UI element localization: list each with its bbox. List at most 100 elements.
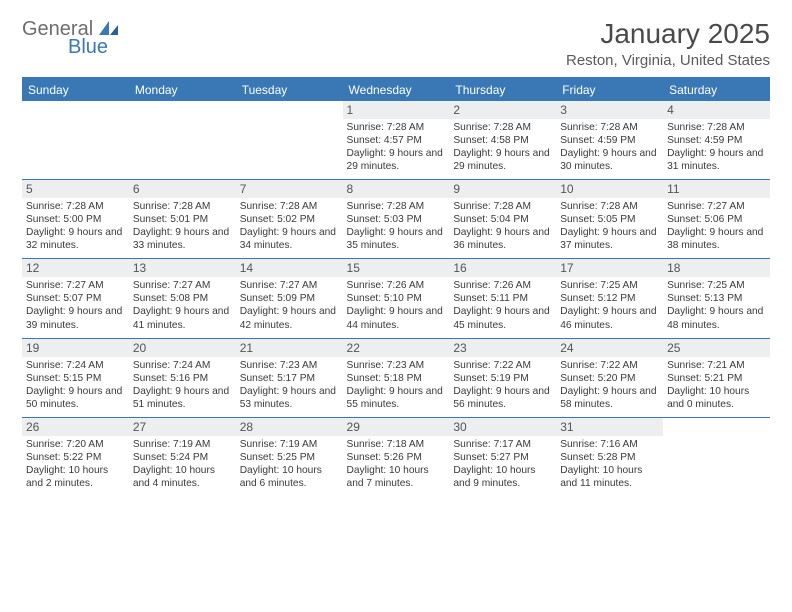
day-info: Sunrise: 7:26 AMSunset: 5:10 PMDaylight:…: [347, 279, 446, 331]
header: General Blue January 2025 Reston, Virgin…: [22, 18, 770, 69]
calendar-day-cell: 1Sunrise: 7:28 AMSunset: 4:57 PMDaylight…: [343, 101, 450, 180]
calendar-day-cell: 24 Sunrise: 7:22 AMSunset: 5:20 PMDayligh…: [556, 339, 663, 418]
calendar-week-row: 26 Sunrise: 7:20 AMSunset: 5:22 PMDayligh…: [22, 418, 770, 496]
location-subtitle: Reston, Virginia, United States: [566, 52, 770, 69]
day-number: 15: [343, 259, 450, 277]
day-info: Sunrise: 7:22 AMSunset: 5:19 PMDaylight:…: [453, 359, 552, 411]
day-number: 20: [129, 339, 236, 357]
day-number: 27: [129, 418, 236, 436]
calendar-day-cell: 29 Sunrise: 7:18 AMSunset: 5:26 PMDayligh…: [343, 418, 450, 496]
calendar-day-cell: 17Sunrise: 7:25 AMSunset: 5:12 PMDayligh…: [556, 259, 663, 338]
day-number: 4: [663, 101, 770, 119]
day-info: Sunrise: 7:27 AMSunset: 5:08 PMDaylight:…: [133, 279, 232, 331]
calendar-day-cell: 16Sunrise: 7:26 AMSunset: 5:11 PMDayligh…: [449, 259, 556, 338]
calendar-day-cell: 19 Sunrise: 7:24 AMSunset: 5:15 PMDayligh…: [22, 339, 129, 418]
month-title: January 2025: [566, 18, 770, 50]
calendar-day-cell: [129, 101, 236, 180]
day-number: 12: [22, 259, 129, 277]
day-info: Sunrise: 7:28 AMSunset: 4:59 PMDaylight:…: [560, 121, 659, 173]
calendar-week-row: 5 Sunrise: 7:28 AMSunset: 5:00 PMDaylight…: [22, 180, 770, 259]
calendar-week-row: 1Sunrise: 7:28 AMSunset: 4:57 PMDaylight…: [22, 101, 770, 180]
day-number: 28: [236, 418, 343, 436]
day-number: 25: [663, 339, 770, 357]
day-number: 17: [556, 259, 663, 277]
calendar-day-cell: 25Sunrise: 7:21 AMSunset: 5:21 PMDayligh…: [663, 339, 770, 418]
calendar-day-cell: 13 Sunrise: 7:27 AMSunset: 5:08 PMDayligh…: [129, 259, 236, 338]
day-info: Sunrise: 7:28 AMSunset: 5:05 PMDaylight:…: [560, 200, 659, 252]
weekday-header: Wednesday: [343, 79, 450, 101]
day-info: Sunrise: 7:23 AMSunset: 5:18 PMDaylight:…: [347, 359, 446, 411]
day-number: 8: [343, 180, 450, 198]
day-number: 19: [22, 339, 129, 357]
day-info: Sunrise: 7:25 AMSunset: 5:13 PMDaylight:…: [667, 279, 766, 331]
day-info: Sunrise: 7:28 AMSunset: 5:02 PMDaylight:…: [240, 200, 339, 252]
day-number: 21: [236, 339, 343, 357]
day-number: 5: [22, 180, 129, 198]
calendar-day-cell: 11 Sunrise: 7:27 AMSunset: 5:06 PMDayligh…: [663, 180, 770, 259]
weekday-header: Saturday: [663, 79, 770, 101]
calendar-day-cell: [22, 101, 129, 180]
calendar-table: SundayMondayTuesdayWednesdayThursdayFrid…: [22, 79, 770, 496]
calendar-week-row: 12 Sunrise: 7:27 AMSunset: 5:07 PMDayligh…: [22, 259, 770, 338]
calendar-day-cell: 20 Sunrise: 7:24 AMSunset: 5:16 PMDayligh…: [129, 339, 236, 418]
calendar-day-cell: 15 Sunrise: 7:26 AMSunset: 5:10 PMDayligh…: [343, 259, 450, 338]
calendar-day-cell: 8 Sunrise: 7:28 AMSunset: 5:03 PMDaylight…: [343, 180, 450, 259]
day-info: Sunrise: 7:22 AMSunset: 5:20 PMDaylight:…: [560, 359, 659, 411]
calendar-day-cell: 21 Sunrise: 7:23 AMSunset: 5:17 PMDayligh…: [236, 339, 343, 418]
weekday-header: Tuesday: [236, 79, 343, 101]
calendar-day-cell: 6 Sunrise: 7:28 AMSunset: 5:01 PMDaylight…: [129, 180, 236, 259]
calendar-day-cell: [663, 418, 770, 496]
calendar-day-cell: 22 Sunrise: 7:23 AMSunset: 5:18 PMDayligh…: [343, 339, 450, 418]
calendar-day-cell: 3 Sunrise: 7:28 AMSunset: 4:59 PMDaylight…: [556, 101, 663, 180]
calendar-day-cell: 28 Sunrise: 7:19 AMSunset: 5:25 PMDayligh…: [236, 418, 343, 496]
day-info: Sunrise: 7:18 AMSunset: 5:26 PMDaylight:…: [347, 438, 446, 490]
day-info: Sunrise: 7:23 AMSunset: 5:17 PMDaylight:…: [240, 359, 339, 411]
day-info: Sunrise: 7:19 AMSunset: 5:25 PMDaylight:…: [240, 438, 339, 490]
day-number: 22: [343, 339, 450, 357]
day-number: 14: [236, 259, 343, 277]
weekday-header: Friday: [556, 79, 663, 101]
day-info: Sunrise: 7:24 AMSunset: 5:15 PMDaylight:…: [26, 359, 125, 411]
day-info: Sunrise: 7:28 AMSunset: 5:03 PMDaylight:…: [347, 200, 446, 252]
calendar-day-cell: 5 Sunrise: 7:28 AMSunset: 5:00 PMDaylight…: [22, 180, 129, 259]
day-number: 23: [449, 339, 556, 357]
day-number: 30: [449, 418, 556, 436]
brand-sail-icon: [98, 20, 120, 36]
weekday-header-row: SundayMondayTuesdayWednesdayThursdayFrid…: [22, 79, 770, 101]
weekday-header: Thursday: [449, 79, 556, 101]
day-info: Sunrise: 7:19 AMSunset: 5:24 PMDaylight:…: [133, 438, 232, 490]
day-info: Sunrise: 7:28 AMSunset: 4:58 PMDaylight:…: [453, 121, 552, 173]
weekday-header: Sunday: [22, 79, 129, 101]
day-info: Sunrise: 7:24 AMSunset: 5:16 PMDaylight:…: [133, 359, 232, 411]
calendar-day-cell: 2Sunrise: 7:28 AMSunset: 4:58 PMDaylight…: [449, 101, 556, 180]
day-info: Sunrise: 7:20 AMSunset: 5:22 PMDaylight:…: [26, 438, 125, 490]
day-info: Sunrise: 7:26 AMSunset: 5:11 PMDaylight:…: [453, 279, 552, 331]
brand-logo: General Blue: [22, 18, 132, 60]
day-number: 29: [343, 418, 450, 436]
day-info: Sunrise: 7:28 AMSunset: 5:01 PMDaylight:…: [133, 200, 232, 252]
day-number: 3: [556, 101, 663, 119]
day-info: Sunrise: 7:27 AMSunset: 5:07 PMDaylight:…: [26, 279, 125, 331]
day-number: 10: [556, 180, 663, 198]
day-number: 13: [129, 259, 236, 277]
day-number: 18: [663, 259, 770, 277]
day-number: 11: [663, 180, 770, 198]
brand-part2: Blue: [68, 36, 108, 59]
calendar-day-cell: 23 Sunrise: 7:22 AMSunset: 5:19 PMDayligh…: [449, 339, 556, 418]
day-info: Sunrise: 7:28 AMSunset: 5:00 PMDaylight:…: [26, 200, 125, 252]
calendar-day-cell: 14 Sunrise: 7:27 AMSunset: 5:09 PMDayligh…: [236, 259, 343, 338]
calendar-day-cell: 12 Sunrise: 7:27 AMSunset: 5:07 PMDayligh…: [22, 259, 129, 338]
page-heading: January 2025 Reston, Virginia, United St…: [566, 18, 770, 69]
calendar-week-row: 19 Sunrise: 7:24 AMSunset: 5:15 PMDayligh…: [22, 339, 770, 418]
day-info: Sunrise: 7:28 AMSunset: 5:04 PMDaylight:…: [453, 200, 552, 252]
day-number: 26: [22, 418, 129, 436]
day-number: 9: [449, 180, 556, 198]
day-number: 31: [556, 418, 663, 436]
calendar-day-cell: 30Sunrise: 7:17 AMSunset: 5:27 PMDayligh…: [449, 418, 556, 496]
calendar-day-cell: 18 Sunrise: 7:25 AMSunset: 5:13 PMDayligh…: [663, 259, 770, 338]
day-number: 24: [556, 339, 663, 357]
day-number: 6: [129, 180, 236, 198]
day-info: Sunrise: 7:27 AMSunset: 5:06 PMDaylight:…: [667, 200, 766, 252]
day-info: Sunrise: 7:27 AMSunset: 5:09 PMDaylight:…: [240, 279, 339, 331]
calendar-day-cell: 10 Sunrise: 7:28 AMSunset: 5:05 PMDayligh…: [556, 180, 663, 259]
